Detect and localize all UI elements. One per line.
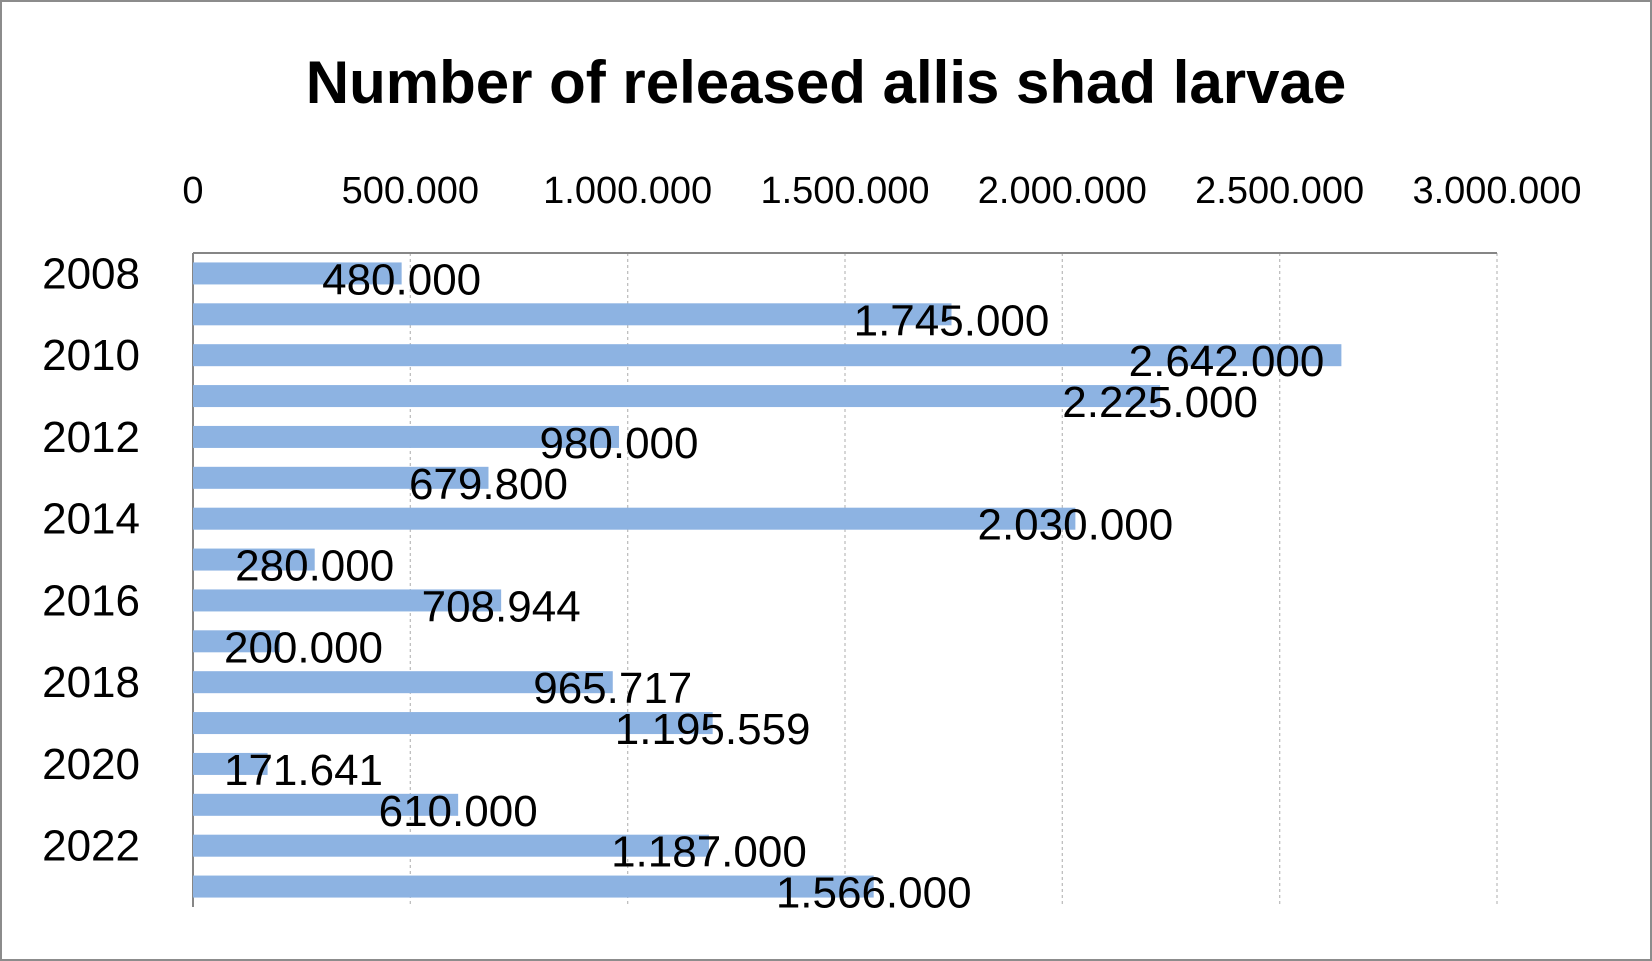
bar bbox=[193, 630, 280, 653]
y-tick-label: 2008 bbox=[42, 249, 140, 298]
x-tick-label: 2.500.000 bbox=[1195, 170, 1364, 212]
data-label: 708.944 bbox=[422, 582, 581, 631]
bar bbox=[193, 548, 315, 571]
bar bbox=[193, 875, 874, 898]
data-label: 1.187.000 bbox=[611, 828, 807, 877]
bar bbox=[193, 385, 1161, 408]
data-label: 965.717 bbox=[533, 664, 692, 713]
y-tick-label: 2016 bbox=[42, 576, 140, 625]
bar bbox=[193, 712, 713, 735]
y-tick-label: 2018 bbox=[42, 658, 140, 707]
y-tick-label: 2010 bbox=[42, 331, 140, 380]
data-label: 1.745.000 bbox=[854, 296, 1050, 345]
y-tick-label: 2022 bbox=[42, 822, 140, 871]
bar bbox=[193, 466, 489, 489]
data-label: 200.000 bbox=[224, 623, 383, 672]
data-label: 2.030.000 bbox=[977, 501, 1173, 550]
y-tick-label: 2012 bbox=[42, 413, 140, 462]
bar bbox=[193, 507, 1076, 530]
data-label: 2.225.000 bbox=[1062, 378, 1258, 427]
bar bbox=[193, 589, 502, 612]
x-tick-label: 1.000.000 bbox=[543, 170, 712, 212]
bar bbox=[193, 671, 613, 694]
data-label: 2.642.000 bbox=[1129, 337, 1325, 386]
data-label: 610.000 bbox=[379, 787, 538, 836]
x-tick-label: 0 bbox=[182, 170, 203, 212]
x-tick-label: 1.500.000 bbox=[760, 170, 929, 212]
data-label: 1.195.559 bbox=[615, 705, 811, 754]
bar bbox=[193, 752, 268, 775]
x-tick-label: 2.000.000 bbox=[978, 170, 1147, 212]
bar bbox=[193, 262, 402, 285]
bar bbox=[193, 834, 709, 857]
bar bbox=[193, 344, 1342, 367]
chart-title: Number of released allis shad larvae bbox=[305, 49, 1347, 116]
data-label: 171.641 bbox=[224, 746, 383, 795]
x-tick-label: 500.000 bbox=[342, 170, 479, 212]
data-label: 480.000 bbox=[322, 255, 481, 304]
y-tick-label: 2014 bbox=[42, 495, 140, 544]
data-label: 980.000 bbox=[539, 419, 698, 468]
bar bbox=[193, 303, 952, 326]
data-label: 679.800 bbox=[409, 460, 568, 509]
y-tick-label: 2020 bbox=[42, 740, 140, 789]
x-tick-label: 3.000.000 bbox=[1412, 170, 1581, 212]
bar bbox=[193, 793, 459, 816]
data-label: 280.000 bbox=[235, 542, 394, 591]
data-label: 1.566.000 bbox=[776, 869, 972, 918]
bar bbox=[193, 425, 619, 448]
